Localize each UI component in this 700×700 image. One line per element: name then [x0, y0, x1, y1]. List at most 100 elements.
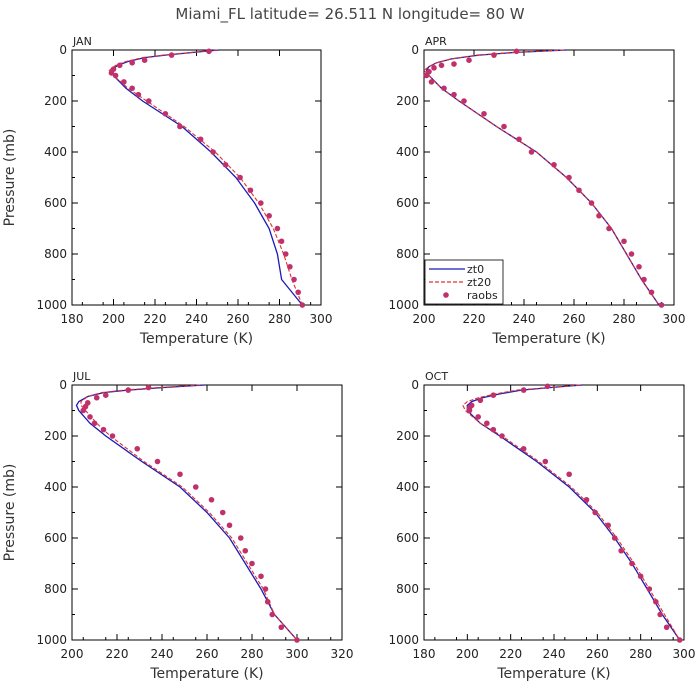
raobs-point	[431, 65, 437, 71]
raobs-point	[438, 62, 445, 69]
x-tick-label: 260	[227, 312, 250, 326]
y-tick-label: 200	[44, 94, 67, 108]
raobs-point	[222, 161, 229, 168]
raobs-point	[551, 161, 557, 168]
raobs-point	[663, 624, 670, 631]
raobs-point	[566, 471, 572, 478]
raobs-point	[466, 407, 473, 414]
x-tick-label: 280	[268, 312, 291, 326]
y-tick-label: 400	[44, 480, 67, 494]
raobs-point	[168, 52, 175, 58]
x-tick-label: 240	[513, 312, 536, 326]
panel-jul: JUL 200 220 240 260 280 300 320 0 200 400 600 800 100…	[2, 370, 353, 682]
y-tick-label: 400	[396, 480, 419, 494]
y-tick-label: 1000	[388, 633, 419, 647]
y-tick-label: 0	[59, 43, 67, 57]
y-tick-label: 800	[396, 582, 419, 596]
raobs-point	[605, 522, 611, 529]
raobs-point	[641, 276, 647, 283]
raobs-point	[177, 123, 183, 130]
legend-label-zt20: zt20	[467, 276, 491, 289]
panel-title: JUL	[72, 370, 91, 383]
raobs-point	[657, 611, 663, 618]
raobs-point	[237, 174, 243, 181]
x-tick-label: 180	[61, 312, 84, 326]
raobs-point	[520, 387, 527, 393]
raobs-point	[87, 414, 93, 420]
y-tick-label: 200	[396, 94, 419, 108]
y-tick-label: 600	[44, 196, 67, 210]
x-tick-label: 300	[286, 647, 309, 661]
y-tick-label: 0	[411, 378, 419, 392]
panel-title: JAN	[72, 35, 92, 48]
x-tick-label: 220	[463, 312, 486, 326]
x-axis-label: Temperature (K)	[491, 331, 605, 347]
zt20-line	[462, 384, 681, 641]
raobs-point	[648, 289, 655, 296]
raobs-point	[266, 212, 272, 219]
raobs-point	[93, 394, 100, 401]
raobs-point	[501, 123, 507, 130]
y-tick-label: 600	[396, 531, 419, 545]
figure-title: Miami_FL latitude= 26.511 N longitude= 8…	[175, 5, 524, 24]
x-tick-label: 200	[102, 312, 125, 326]
raobs-point	[125, 387, 132, 393]
y-tick-label: 1000	[36, 633, 67, 647]
raobs-point	[208, 496, 215, 503]
x-tick-label: 280	[241, 647, 264, 661]
raobs-point	[112, 72, 119, 79]
raobs-point	[441, 85, 447, 92]
raobs-point	[100, 426, 107, 433]
raobs-point	[129, 85, 135, 92]
x-axis-label: Temperature (K)	[149, 666, 263, 682]
raobs-point	[177, 471, 183, 478]
raobs-point	[628, 251, 635, 257]
y-tick-label: 800	[396, 247, 419, 261]
raobs-point	[566, 174, 572, 181]
raobs-point	[247, 187, 254, 194]
raobs-point	[135, 91, 142, 98]
x-tick-label: 200	[456, 647, 479, 661]
y-tick-label: 600	[44, 531, 67, 545]
raobs-point	[646, 586, 653, 592]
raobs-point	[516, 136, 522, 143]
x-tick-label: 260	[196, 647, 219, 661]
raobs-point	[249, 560, 255, 567]
raobs-point	[258, 573, 264, 580]
y-tick-label: 200	[396, 429, 419, 443]
raobs-point	[658, 302, 665, 308]
plot-frame	[71, 49, 322, 306]
x-tick-label: 200	[61, 647, 84, 661]
raobs-point	[542, 458, 549, 465]
raobs-point	[91, 420, 98, 427]
zt20-line	[423, 49, 660, 306]
panel-jan: JAN 180 200 220 240 260 280 300 0 200 400 600 800 100…	[2, 35, 332, 347]
raobs-point	[145, 384, 152, 391]
raobs-point	[583, 496, 590, 503]
raobs-point	[197, 136, 204, 143]
raobs-point	[258, 200, 264, 206]
raobs-point	[461, 98, 467, 104]
panel-title: OCT	[425, 370, 448, 383]
raobs-point	[116, 62, 123, 69]
x-tick-label: 200	[413, 312, 436, 326]
raobs-point	[423, 72, 430, 79]
y-tick-label: 600	[396, 196, 419, 210]
raobs-point	[475, 414, 481, 420]
raobs-point	[242, 547, 249, 554]
y-tick-label: 800	[44, 582, 67, 596]
raobs-point	[287, 263, 293, 270]
raobs-point	[629, 560, 635, 567]
plot-frame	[423, 384, 685, 641]
legend-marker-raobs	[443, 292, 449, 298]
raobs-point	[520, 445, 527, 452]
raobs-point	[490, 392, 497, 399]
x-tick-label: 300	[310, 312, 333, 326]
raobs-point	[528, 149, 535, 155]
raobs-point	[466, 57, 472, 63]
x-tick-label: 220	[144, 312, 167, 326]
raobs-point	[102, 392, 109, 399]
raobs-point	[295, 289, 301, 296]
y-tick-label: 200	[44, 429, 67, 443]
raobs-point	[206, 48, 212, 55]
